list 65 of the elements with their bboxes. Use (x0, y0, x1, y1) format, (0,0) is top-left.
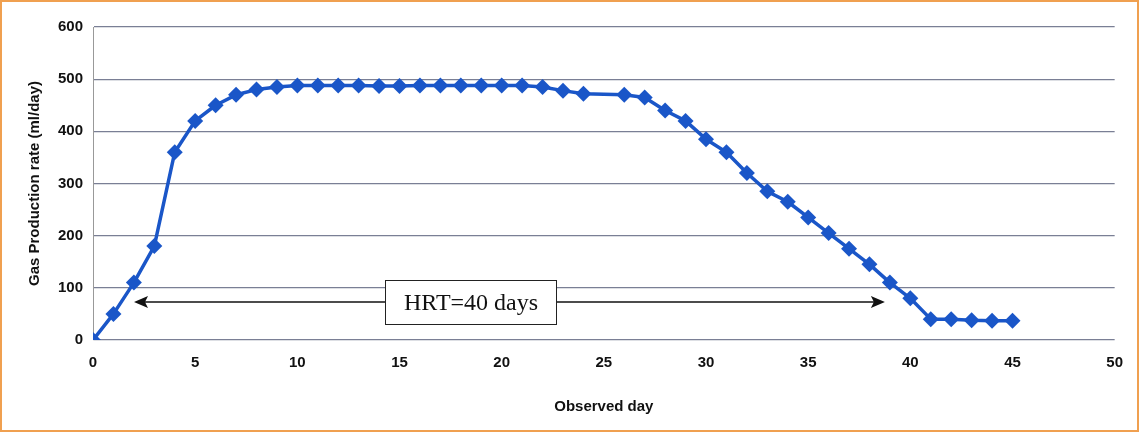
y-tick-label: 500 (58, 69, 84, 87)
point (289, 77, 306, 94)
point (473, 77, 490, 94)
y-axis-title: Gas Production rate (ml/day) (25, 80, 43, 287)
x-tick-label: 10 (289, 353, 306, 371)
point (677, 112, 694, 129)
point (207, 97, 224, 114)
point (371, 77, 388, 94)
point (125, 274, 142, 291)
point (861, 256, 878, 273)
annotation: HRT=40 days (385, 279, 558, 325)
x-axis-title: Observed day (554, 397, 655, 415)
point (943, 311, 960, 328)
y-tick-label: 300 (58, 173, 84, 191)
point (902, 290, 919, 307)
x-tick-label: 15 (391, 353, 408, 371)
point (881, 274, 898, 291)
point (963, 312, 980, 329)
point (779, 193, 796, 210)
point (841, 240, 858, 257)
point (432, 77, 449, 94)
x-tick-label: 40 (901, 353, 919, 371)
x-tick-label: 0 (88, 353, 98, 371)
point (718, 144, 735, 161)
point (391, 77, 408, 94)
point (800, 209, 817, 226)
point (268, 78, 285, 95)
point (187, 112, 204, 129)
point (228, 86, 245, 103)
point (698, 131, 715, 148)
point (1004, 312, 1021, 329)
point (350, 77, 367, 94)
point (575, 85, 592, 102)
y-tick-label: 600 (58, 17, 84, 35)
x-tick-label: 30 (697, 353, 715, 371)
point (738, 165, 755, 182)
x-tick-label: 50 (1106, 353, 1123, 371)
x-tick-label: 5 (191, 353, 200, 371)
point (820, 225, 837, 242)
x-tick-label: 20 (493, 353, 511, 371)
point (166, 144, 183, 161)
x-tick-label: 25 (595, 353, 613, 371)
point (411, 77, 428, 94)
y-tick-label: 100 (58, 277, 84, 295)
y-tick-label: 200 (58, 225, 84, 243)
point (984, 312, 1001, 329)
point (616, 86, 633, 103)
x-tick-label: 35 (799, 353, 817, 371)
point (248, 81, 265, 98)
point (636, 89, 653, 106)
point (105, 305, 122, 322)
point (759, 183, 776, 200)
y-tick-label: 400 (58, 121, 84, 139)
x-tick-label: 45 (1004, 353, 1021, 371)
y-tick-label: 0 (74, 330, 84, 348)
point (146, 238, 163, 255)
point (493, 77, 510, 94)
point (330, 77, 347, 94)
point (309, 77, 326, 94)
point (452, 77, 469, 94)
point (657, 102, 674, 119)
point (534, 78, 551, 95)
point (514, 77, 531, 94)
point (922, 311, 939, 328)
point (554, 82, 571, 99)
